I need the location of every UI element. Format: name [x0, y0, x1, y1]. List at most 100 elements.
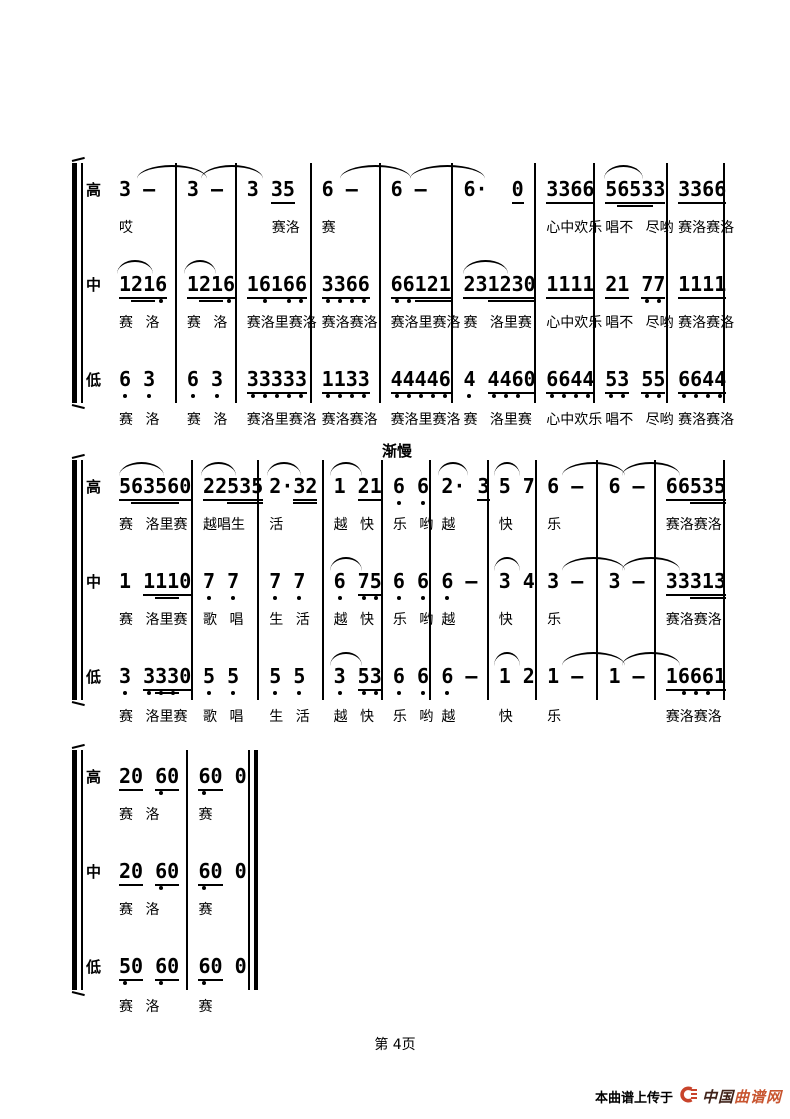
note-group: 1: [333, 474, 358, 498]
note-group: 32: [293, 474, 318, 501]
lyric-cell: [177, 213, 235, 258]
notes-cell: 1 —: [537, 650, 625, 700]
slur-arc: [200, 462, 237, 476]
note-group: 3 4: [498, 569, 535, 593]
note-group: 33: [665, 569, 690, 596]
note-group: [143, 764, 155, 788]
note-group: 21: [198, 272, 224, 299]
notes-cell: 3 —: [177, 163, 263, 213]
note-group: 7 7: [203, 569, 240, 593]
voice-label: 高: [86, 181, 102, 199]
octave-dots: [247, 393, 310, 401]
note-group: 4460: [487, 367, 536, 394]
lyric-cell: 乐 哟: [392, 612, 434, 628]
note-group: 6 —: [321, 177, 358, 201]
note-group: 6·: [463, 177, 512, 201]
note-group: 16661: [665, 664, 726, 691]
note-group: 3366: [321, 272, 370, 299]
slur-arc: [494, 557, 520, 571]
notes-cell: 50 60: [109, 940, 186, 990]
lyric-cell: [598, 700, 655, 728]
measure-main: 5 7 快 3 4 快 1 2: [489, 460, 538, 700]
note-group: 6 3: [119, 367, 156, 391]
notes-cell: 3 —: [109, 163, 207, 213]
lyric-cell: 唱不 尽哟: [605, 220, 674, 236]
lyric-cell: 越 快: [333, 517, 375, 533]
note-group: 1133: [321, 367, 370, 394]
note-group: 60: [155, 954, 180, 981]
notes-cell: 20 60: [109, 750, 186, 800]
lyric-cell: [453, 213, 534, 258]
notes-cell: 6 6: [383, 555, 429, 605]
lyric-cell: 赛洛赛洛: [678, 315, 735, 331]
notes-cell: 22535: [193, 460, 264, 510]
note-group: 6 6: [392, 474, 430, 498]
measure: 2·32 活 7 7 生 活 5 5 生 活: [259, 460, 324, 728]
note-group: 1: [143, 569, 156, 596]
octave-dots: [119, 298, 175, 306]
lyric-cell: 赛 洛: [119, 412, 160, 428]
notes-cell: 3366: [536, 163, 595, 213]
lyric-cell: 越: [441, 709, 456, 725]
note-group: 75: [357, 569, 382, 596]
measure: 6 — 乐 3 — 乐 1 — 乐: [537, 460, 625, 728]
notes-cell: 60 0: [188, 845, 254, 895]
octave-dots: [119, 393, 175, 401]
note-group: 60: [198, 859, 223, 886]
lyric-cell: 生 活: [269, 709, 310, 725]
voice-label: 低: [86, 958, 102, 976]
measure: 3 — 1216 赛 洛 6 3 赛 洛: [177, 163, 263, 431]
voice-label: 低: [86, 668, 102, 686]
lyric-cell: 越: [441, 517, 456, 533]
octave-dots: [203, 595, 257, 603]
lyric-cell: 心中欢乐: [546, 220, 603, 236]
slur-arc: [621, 557, 681, 571]
note-group: 121: [414, 272, 451, 299]
lyric-cell: 赛: [321, 220, 336, 236]
notes-cell: 33333: [237, 353, 310, 403]
notes-cell: 231230: [453, 258, 536, 308]
page-number: 第 4页: [374, 1037, 416, 1053]
lyric-cell: [598, 510, 653, 555]
lyric-cell: 赛 洛: [186, 412, 228, 428]
note-group: 23: [463, 272, 488, 299]
measure-main: 6 6 乐 哟 6 6 乐 哟 6 6: [383, 460, 434, 700]
notes-cell: 6 —: [537, 460, 625, 510]
notes-cell: 3366: [668, 163, 727, 213]
lyric-cell: 赛 洛里赛: [463, 412, 532, 428]
measure: 56533 唱不 尽哟 21 77 唱不 尽哟 53 55 唱不 尽哟: [595, 163, 674, 431]
notes-cell: 6 6: [383, 650, 429, 700]
notes-cell: 66121: [381, 258, 452, 308]
measure-main: 563560 赛 洛里赛 1 1110 赛 洛里赛 3 3330: [109, 460, 194, 700]
notes-cell: 6 75: [324, 555, 382, 605]
note-group: 3: [477, 474, 490, 501]
notes-cell: 3 53: [324, 650, 382, 700]
lyric-cell: 唱不 尽哟: [605, 315, 674, 331]
lyric-cell: 赛 洛: [119, 315, 160, 331]
note-group: 53: [605, 367, 630, 394]
notes-cell: 33313: [656, 555, 726, 605]
octave-dots: [678, 393, 723, 401]
note-group: 1111: [546, 272, 595, 299]
note-group: 6: [223, 272, 236, 299]
note-group: 0: [222, 859, 247, 883]
lyric-cell: 赛洛里赛洛: [246, 315, 317, 331]
lyric-cell: [381, 213, 452, 258]
notes-cell: 20 60: [109, 845, 186, 895]
lyric-cell: 快: [498, 612, 513, 628]
measure: 3366 赛洛赛洛 1111 赛洛赛洛 6644 赛洛赛洛: [668, 163, 735, 431]
lyric-cell: 赛 洛: [186, 315, 228, 331]
note-group: 21: [357, 474, 382, 501]
measure-main: 6· 0 231230 赛 洛里赛 4 4460: [453, 163, 537, 403]
voice-label: 高: [86, 478, 102, 496]
note-group: 3: [246, 177, 271, 201]
notes-cell: 1111: [668, 258, 727, 308]
notes-cell: 2·32: [259, 460, 321, 510]
note-group: 6356: [131, 474, 180, 501]
notes-cell: 6 3: [177, 353, 235, 403]
note-group: 0: [222, 764, 247, 788]
brand-cn: 中国: [701, 1088, 734, 1106]
notes-cell: 1 21: [324, 460, 382, 510]
site-brand: 中国曲谱网: [702, 1086, 782, 1107]
